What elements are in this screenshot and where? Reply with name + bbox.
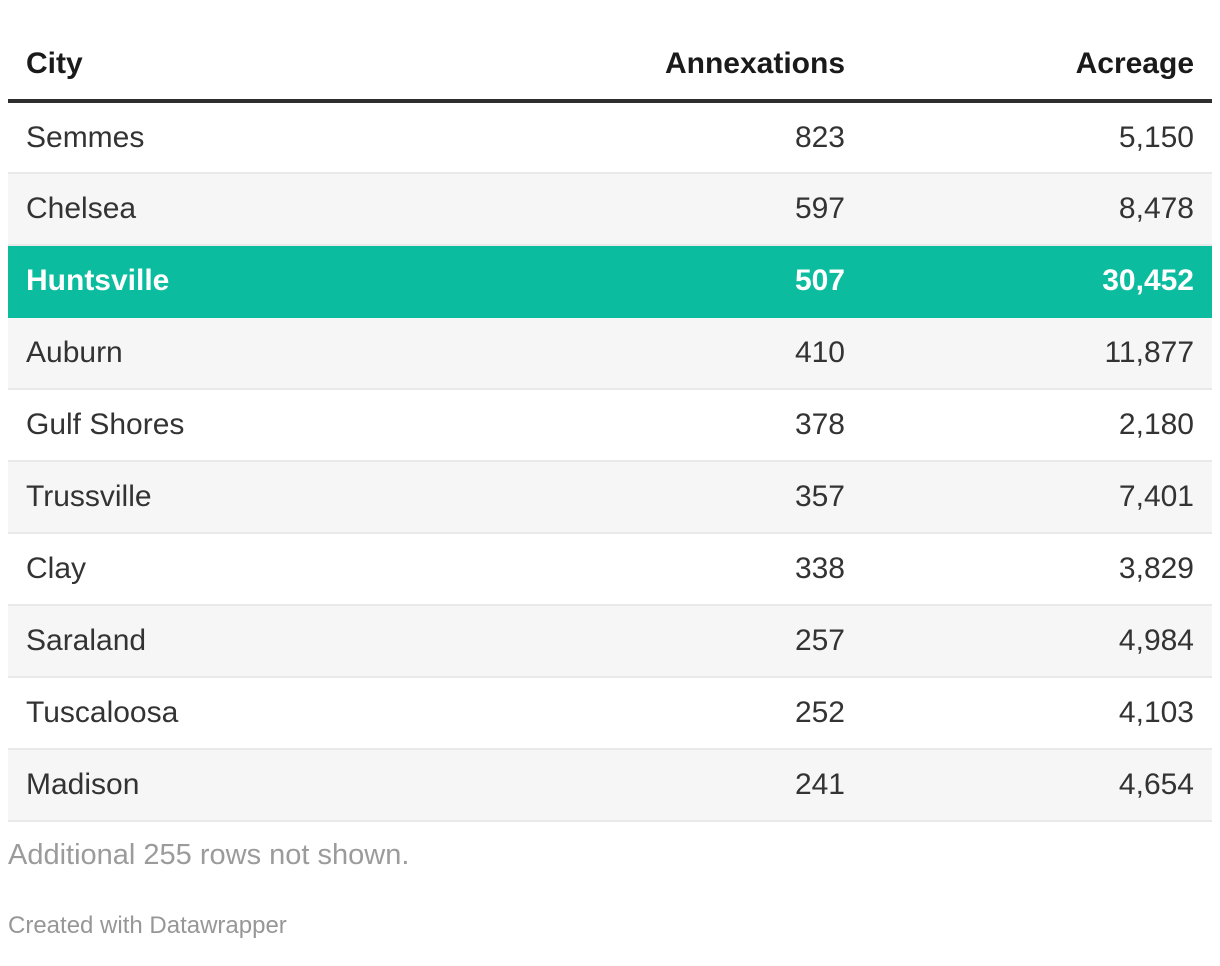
cell-annexations: 507 bbox=[488, 245, 863, 318]
annexations-table: City Annexations Acreage Semmes 823 5,15… bbox=[8, 38, 1212, 822]
cell-annexations: 241 bbox=[488, 749, 863, 822]
table-row: Madison 241 4,654 bbox=[8, 749, 1212, 822]
datawrapper-table-page: City Annexations Acreage Semmes 823 5,15… bbox=[8, 38, 1212, 939]
datawrapper-attribution-link[interactable]: Created with Datawrapper bbox=[8, 912, 287, 939]
cell-city: Saraland bbox=[8, 605, 488, 678]
cell-acreage: 5,150 bbox=[863, 101, 1212, 174]
column-header-acreage: Acreage bbox=[863, 38, 1212, 103]
table-row: Semmes 823 5,150 bbox=[8, 101, 1212, 174]
cell-acreage: 4,984 bbox=[863, 605, 1212, 678]
cell-city: Auburn bbox=[8, 317, 488, 390]
table-row: Huntsville 507 30,452 bbox=[8, 245, 1212, 318]
table-row: Gulf Shores 378 2,180 bbox=[8, 389, 1212, 462]
cell-city: Trussville bbox=[8, 461, 488, 534]
table-row: Saraland 257 4,984 bbox=[8, 605, 1212, 678]
header-row: City Annexations Acreage bbox=[8, 38, 1212, 103]
cell-acreage: 2,180 bbox=[863, 389, 1212, 462]
cell-annexations: 378 bbox=[488, 389, 863, 462]
cell-annexations: 357 bbox=[488, 461, 863, 534]
cell-acreage: 8,478 bbox=[863, 173, 1212, 246]
cell-annexations: 338 bbox=[488, 533, 863, 606]
table-row: Trussville 357 7,401 bbox=[8, 461, 1212, 534]
table-body: Semmes 823 5,150 Chelsea 597 8,478 Hunts… bbox=[8, 101, 1212, 822]
cell-city: Tuscaloosa bbox=[8, 677, 488, 750]
table-row: Auburn 410 11,877 bbox=[8, 317, 1212, 390]
table-row: Tuscaloosa 252 4,103 bbox=[8, 677, 1212, 750]
cell-acreage: 30,452 bbox=[863, 245, 1212, 318]
cell-city: Chelsea bbox=[8, 173, 488, 246]
cell-city: Madison bbox=[8, 749, 488, 822]
cell-annexations: 823 bbox=[488, 101, 863, 174]
cell-acreage: 11,877 bbox=[863, 317, 1212, 390]
cell-annexations: 257 bbox=[488, 605, 863, 678]
cell-city: Huntsville bbox=[8, 245, 488, 318]
cell-acreage: 4,654 bbox=[863, 749, 1212, 822]
cell-annexations: 597 bbox=[488, 173, 863, 246]
cell-city: Clay bbox=[8, 533, 488, 606]
cell-city: Gulf Shores bbox=[8, 389, 488, 462]
cell-city: Semmes bbox=[8, 101, 488, 174]
column-header-annexations: Annexations bbox=[488, 38, 863, 103]
table-row: Chelsea 597 8,478 bbox=[8, 173, 1212, 246]
column-header-city: City bbox=[8, 38, 488, 103]
table-row: Clay 338 3,829 bbox=[8, 533, 1212, 606]
cell-acreage: 3,829 bbox=[863, 533, 1212, 606]
cell-annexations: 410 bbox=[488, 317, 863, 390]
cell-acreage: 4,103 bbox=[863, 677, 1212, 750]
cell-acreage: 7,401 bbox=[863, 461, 1212, 534]
cell-annexations: 252 bbox=[488, 677, 863, 750]
rows-not-shown-note: Additional 255 rows not shown. bbox=[8, 839, 410, 871]
